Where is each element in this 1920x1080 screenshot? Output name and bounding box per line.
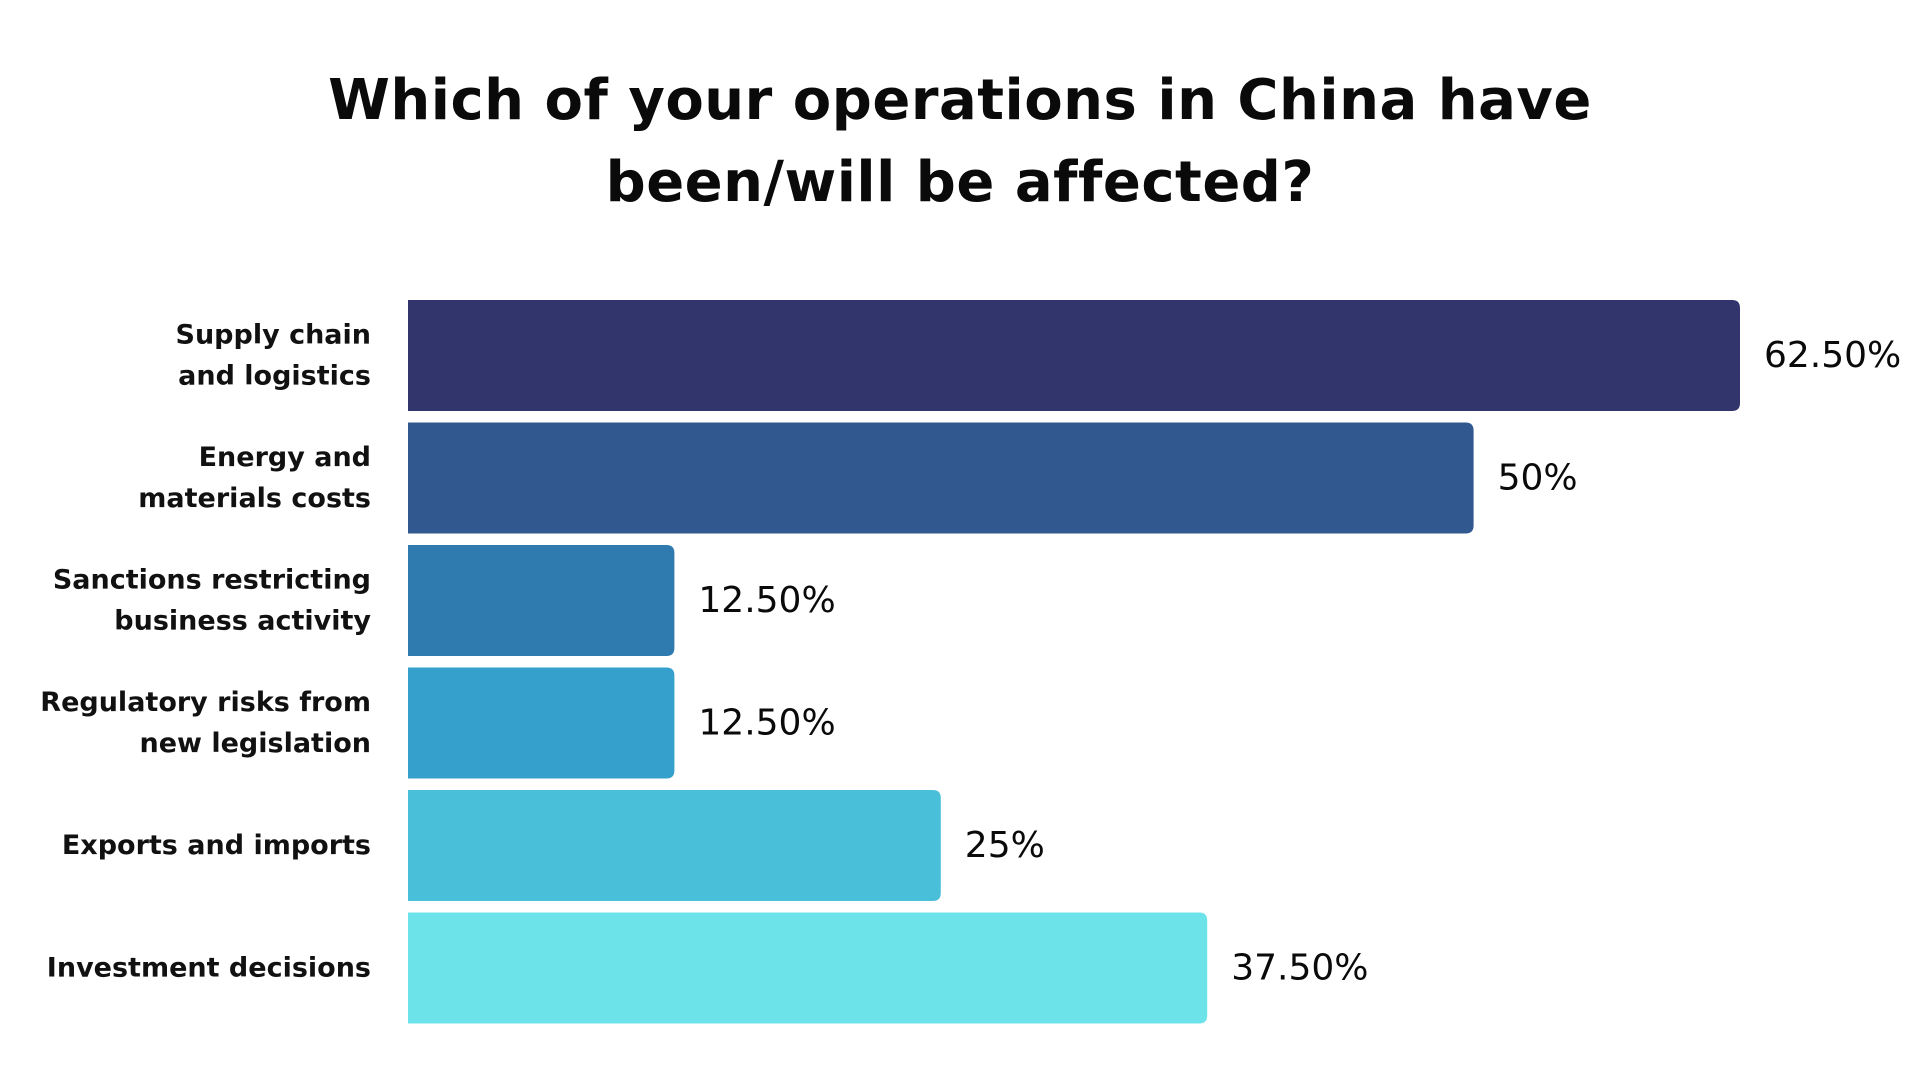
category-label-0-line-0: Supply chain xyxy=(176,320,372,351)
bar-3 xyxy=(408,667,675,779)
chart-title: Which of your operations in China have b… xyxy=(0,60,1920,224)
value-label-5: 37.50% xyxy=(1231,948,1368,989)
category-label-3-line-0: Regulatory risks from xyxy=(40,687,371,718)
category-label-0: Supply chain and logistics xyxy=(176,320,372,392)
category-label-4: Exports and imports xyxy=(62,830,371,861)
category-label-2: Sanctions restricting business activity xyxy=(53,565,372,637)
category-label-1: Energy and materials costs xyxy=(138,442,371,514)
category-label-5: Investment decisions xyxy=(47,953,371,984)
bar-2 xyxy=(408,545,675,656)
category-label-5-line-0: Investment decisions xyxy=(47,953,371,984)
category-label-2-line-0: Sanctions restricting xyxy=(53,565,371,596)
bars-group: 62.50% Supply chain and logistics 50% Energy… xyxy=(40,300,1901,1024)
chart-title-line-1: Which of your operations in China have xyxy=(328,68,1592,133)
category-label-0-line-1: and logistics xyxy=(178,361,371,392)
value-label-2: 12.50% xyxy=(698,580,835,621)
category-label-3: Regulatory risks from new legislation xyxy=(40,687,371,759)
bar-1 xyxy=(408,422,1474,534)
category-label-1-line-1: materials costs xyxy=(138,483,371,514)
value-label-1: 50% xyxy=(1498,458,1578,499)
value-label-3: 12.50% xyxy=(698,703,835,744)
category-label-4-line-0: Exports and imports xyxy=(62,830,371,861)
category-label-3-line-1: new legislation xyxy=(139,728,371,759)
bar-4 xyxy=(408,790,941,901)
value-label-0: 62.50% xyxy=(1764,335,1901,376)
category-label-1-line-0: Energy and xyxy=(199,442,371,473)
bar-0 xyxy=(408,300,1740,411)
category-label-2-line-1: business activity xyxy=(114,606,371,637)
chart-title-line-2: been/will be affected? xyxy=(605,150,1315,215)
value-label-4: 25% xyxy=(965,825,1045,866)
bar-5 xyxy=(408,912,1208,1024)
